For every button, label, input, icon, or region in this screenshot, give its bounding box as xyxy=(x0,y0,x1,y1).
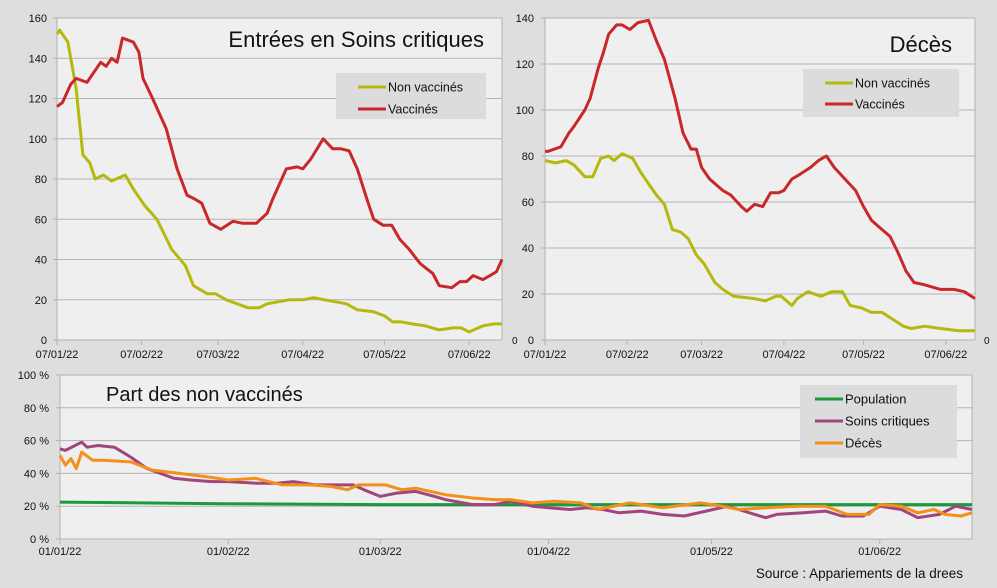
y-tick-label: 0 % xyxy=(30,534,49,546)
series-line-non-vaccin-s xyxy=(55,28,502,334)
y-tick-label: 100 xyxy=(29,134,47,146)
x-tick-label: 01/06/22 xyxy=(858,546,901,558)
series-line-non-vaccin-s xyxy=(544,152,975,333)
x-tick-label: 07/05/22 xyxy=(842,349,885,361)
x-tick-label: 07/02/22 xyxy=(120,349,163,361)
y-tick-label: 20 % xyxy=(24,501,49,513)
y-tick-label: 60 % xyxy=(24,436,49,448)
y-tick-label: 120 xyxy=(29,94,47,106)
x-tick-label: 01/03/22 xyxy=(359,546,402,558)
series-line-d-c-s xyxy=(58,450,973,518)
series-line-soins-critiques xyxy=(59,440,973,520)
y-tick-label: 140 xyxy=(29,53,47,65)
plot-area xyxy=(545,18,975,340)
series-line-vaccin-s xyxy=(545,18,976,300)
x-tick-label: 01/05/22 xyxy=(690,546,733,558)
legend-label: Non vaccinés xyxy=(388,81,463,95)
legend-box xyxy=(336,73,486,119)
y-tick-label: 80 % xyxy=(24,403,49,415)
chart-title: Entrées en Soins critiques xyxy=(228,27,484,52)
y-tick-label: 100 xyxy=(516,105,534,117)
x-tick-label: 01/02/22 xyxy=(207,546,250,558)
x-tick-label: 07/04/22 xyxy=(762,349,805,361)
y-tick-label: 0 xyxy=(528,335,534,347)
x-tick-label: 07/02/22 xyxy=(606,349,649,361)
x-tick-label: 07/01/22 xyxy=(36,349,79,361)
x-tick-label: 07/06/22 xyxy=(448,349,491,361)
chart-1: 0 20 40 60 80 100 120 140 07/01/22 07/02/22 07/03/… xyxy=(516,13,990,361)
y-tick-label: 80 xyxy=(35,174,47,186)
x-tick-label: 07/03/22 xyxy=(197,349,240,361)
y-tick-label: 40 xyxy=(522,243,534,255)
legend-label: Non vaccinés xyxy=(855,77,930,91)
chart-2: 0 % 20 % 40 % 60 % 80 % 100 % 01/01/22 01/02/22… xyxy=(18,370,973,558)
legend-label: Soins critiques xyxy=(845,414,930,429)
legend: Non vaccinés Vaccinés xyxy=(803,69,959,117)
y-tick-label: 60 xyxy=(522,197,534,209)
series-line-vaccin-s xyxy=(56,36,504,290)
y-tick-label: 140 xyxy=(516,13,534,25)
legend-label: Décès xyxy=(845,436,882,451)
x-tick-label: 01/04/22 xyxy=(527,546,570,558)
chart-title: Part des non vaccinés xyxy=(106,384,303,406)
legend: Population Soins critiques Décès xyxy=(800,385,957,458)
legend-box xyxy=(803,69,959,117)
x-tick-label: 07/03/22 xyxy=(680,349,723,361)
legend-label: Vaccinés xyxy=(388,103,438,117)
y-tick-label: 60 xyxy=(35,214,47,226)
x-tick-label: 07/05/22 xyxy=(363,349,406,361)
y-tick-label: 100 % xyxy=(18,370,49,382)
y-tick-label: 40 xyxy=(35,255,47,267)
x-tick-label: 01/01/22 xyxy=(39,546,82,558)
y-tick-label: 80 xyxy=(522,151,534,163)
x-tick-label: 07/04/22 xyxy=(281,349,324,361)
y-tick-label: 20 xyxy=(522,289,534,301)
legend-label: Vaccinés xyxy=(855,98,905,112)
y-tick-label: 20 xyxy=(35,295,47,307)
y-tick-label: 0 xyxy=(41,335,47,347)
y-tick-label: 160 xyxy=(29,13,47,25)
x-tick-label: 07/01/22 xyxy=(524,349,567,361)
source-note: Source : Appariements de la drees xyxy=(756,566,963,581)
legend: Non vaccinés Vaccinés xyxy=(336,73,486,119)
y-tick-label: 120 xyxy=(516,59,534,71)
secondary-axis-label: 0 xyxy=(984,336,990,347)
legend-label: Population xyxy=(845,392,906,407)
chart-0: 0 20 40 60 80 100 120 140 160 07/01/22 07/02/22 07/… xyxy=(29,13,518,361)
secondary-axis-label: 0 xyxy=(512,336,518,347)
x-tick-label: 07/06/22 xyxy=(924,349,967,361)
chart-title: Décès xyxy=(890,32,952,57)
y-tick-label: 40 % xyxy=(24,468,49,480)
